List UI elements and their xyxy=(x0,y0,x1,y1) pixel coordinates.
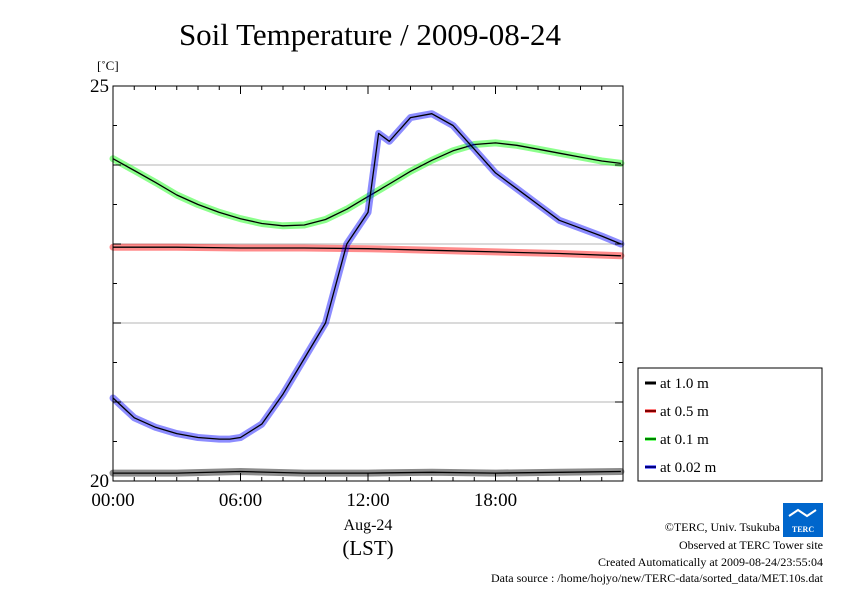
credit-source: Data source : /home/hojyo/new/TERC-data/… xyxy=(491,571,824,585)
y-unit-label: [˚C] xyxy=(97,58,119,73)
series-line xyxy=(112,142,621,227)
legend: at 1.0 m at 0.5 m at 0.1 m at 0.02 m xyxy=(637,367,823,482)
x-axis-unit: (LST) xyxy=(342,536,393,560)
axis-ticks xyxy=(112,85,624,482)
chart-title: Soil Temperature / 2009-08-24 xyxy=(179,17,562,52)
credit-observed: Observed at TERC Tower site xyxy=(679,538,823,552)
x-tick-label: 12:00 xyxy=(346,490,389,511)
series-line xyxy=(113,246,621,257)
legend-box xyxy=(637,367,823,482)
series-line xyxy=(112,113,622,440)
legend-label: at 0.5 m xyxy=(660,404,709,420)
y-tick-label: 20 xyxy=(90,471,109,492)
x-date-label: Aug-24 xyxy=(344,517,393,534)
gridlines xyxy=(113,164,623,403)
y-tick-labels: 25 20 xyxy=(90,76,109,492)
credit-copyright: ©TERC, Univ. Tsukuba xyxy=(665,520,781,534)
x-tick-label: 06:00 xyxy=(219,490,262,511)
logo-wave-icon xyxy=(788,508,817,518)
legend-label: at 0.1 m xyxy=(660,432,709,448)
terc-logo: TERC xyxy=(783,503,823,537)
x-tick-label: 00:00 xyxy=(91,490,134,511)
plot-frame xyxy=(112,85,624,482)
series-halo xyxy=(109,110,625,443)
x-tick-label: 18:00 xyxy=(474,490,517,511)
x-tick-labels: 00:00 06:00 12:00 18:00 xyxy=(91,490,517,511)
logo-text: TERC xyxy=(792,525,814,534)
series-lines xyxy=(109,110,625,477)
logo-mark xyxy=(783,503,823,537)
credit-created: Created Automatically at 2009-08-24/23:5… xyxy=(598,555,823,569)
legend-label: at 0.02 m xyxy=(660,460,717,476)
legend-label: at 1.0 m xyxy=(660,376,709,392)
y-tick-label: 25 xyxy=(90,76,109,97)
